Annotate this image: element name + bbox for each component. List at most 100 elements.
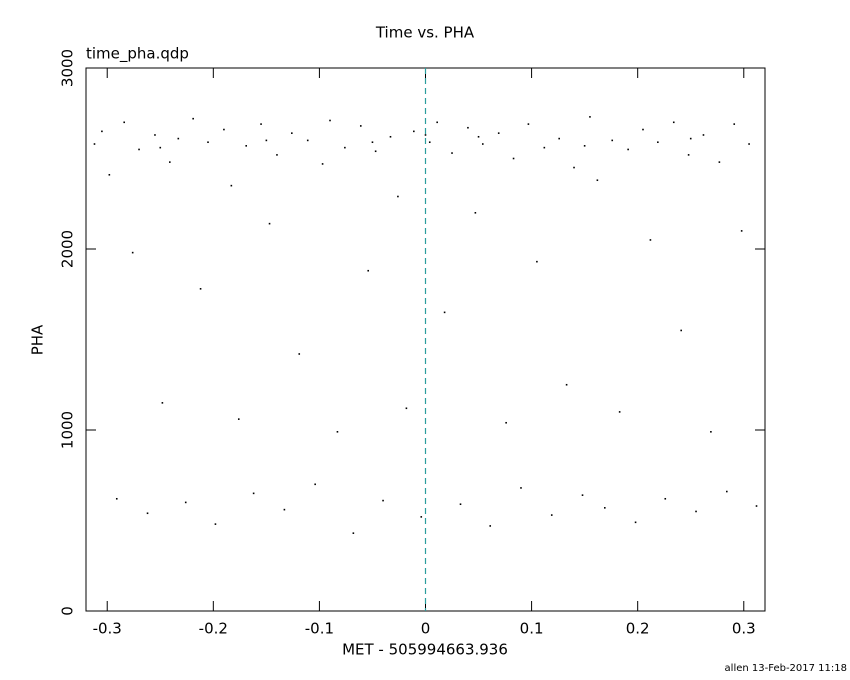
point [596, 179, 599, 182]
point [583, 145, 586, 147]
point [329, 119, 331, 122]
x-tick-label: -0.2 [199, 620, 228, 638]
point [726, 490, 728, 493]
x-tick-label: -0.3 [93, 620, 122, 638]
point [520, 487, 522, 489]
point [477, 135, 480, 138]
point [352, 532, 355, 534]
point [260, 123, 262, 125]
point [265, 139, 268, 142]
point [138, 148, 140, 151]
point [642, 128, 644, 131]
point [268, 222, 271, 225]
point [611, 139, 614, 142]
point [603, 507, 606, 509]
point [237, 418, 240, 420]
point [618, 411, 621, 413]
point [374, 150, 377, 153]
point [276, 154, 278, 156]
y-tick-label: 1000 [59, 411, 77, 449]
point [424, 134, 427, 136]
point [497, 132, 500, 134]
point [291, 132, 293, 134]
point [306, 139, 309, 142]
point [177, 137, 180, 140]
point [565, 383, 568, 386]
point [527, 123, 530, 125]
point [733, 123, 736, 125]
point [371, 141, 374, 144]
point [283, 508, 286, 511]
point [536, 260, 538, 263]
point [505, 421, 507, 424]
point [420, 516, 423, 518]
point [748, 143, 750, 145]
point [702, 134, 705, 136]
point [93, 143, 96, 145]
point [550, 514, 553, 516]
y-tick-label: 3000 [59, 49, 77, 87]
point [146, 512, 149, 515]
point [443, 311, 446, 314]
point [123, 121, 125, 124]
point [413, 130, 415, 133]
point [512, 157, 515, 160]
point [321, 163, 324, 165]
point [687, 154, 690, 156]
point [634, 521, 637, 524]
point [223, 128, 225, 131]
point [336, 431, 339, 433]
y-tick-label: 2000 [59, 230, 77, 268]
point [184, 501, 187, 504]
point [214, 523, 217, 525]
point [101, 130, 103, 133]
point [389, 135, 392, 138]
point [740, 230, 743, 232]
point [314, 483, 316, 486]
point [649, 239, 652, 241]
x-tick-label: 0 [421, 620, 431, 638]
point [459, 503, 462, 506]
point [474, 212, 477, 214]
point [367, 269, 370, 272]
point [489, 525, 492, 527]
chart-subtitle: time_pha.qdp [86, 45, 189, 64]
y-tick-label: 0 [59, 606, 77, 616]
point [154, 134, 156, 136]
point [664, 497, 667, 500]
point [192, 117, 194, 120]
point [672, 121, 675, 124]
point [436, 121, 438, 124]
point [131, 251, 134, 254]
point [207, 141, 209, 144]
point [245, 145, 248, 147]
point [169, 161, 171, 163]
point [382, 499, 384, 502]
point [359, 125, 362, 127]
point [573, 166, 575, 169]
point [543, 146, 546, 149]
y-axis-label: PHA [29, 324, 47, 355]
point [710, 431, 712, 433]
point [581, 494, 584, 496]
point [481, 143, 484, 145]
point [589, 116, 591, 118]
point [397, 195, 399, 198]
point [115, 497, 118, 500]
point [695, 510, 697, 513]
point [558, 137, 560, 140]
point [108, 173, 111, 176]
x-tick-label: -0.1 [305, 620, 334, 638]
point [161, 402, 164, 404]
point [405, 407, 408, 410]
x-axis-label: MET - 505994663.936 [342, 641, 508, 659]
point [755, 505, 758, 507]
point [252, 492, 255, 495]
footer: allen 13-Feb-2017 11:18 [725, 663, 847, 674]
point [230, 184, 233, 187]
x-tick-label: 0.3 [732, 620, 756, 638]
point [627, 148, 629, 151]
chart-title: Time vs. PHA [375, 24, 475, 42]
point [298, 353, 301, 355]
